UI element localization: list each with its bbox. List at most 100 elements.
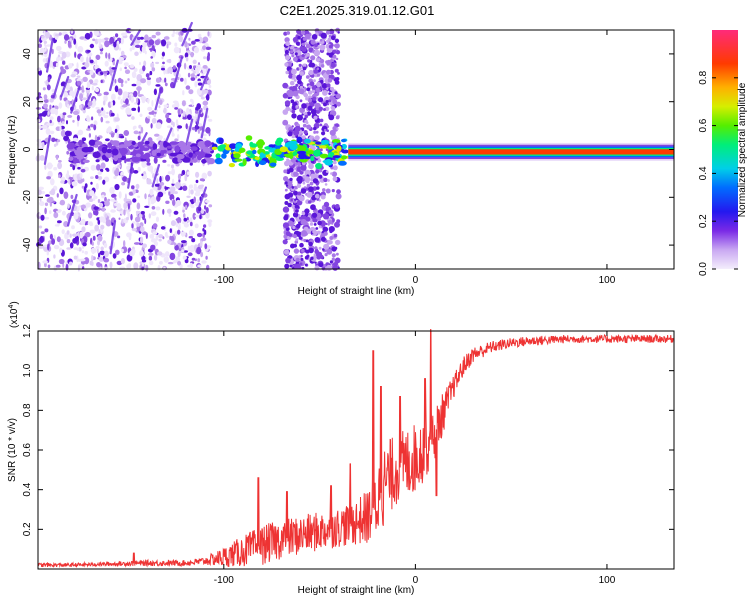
spectrogram-cell (118, 59, 123, 65)
spectrogram-cell (103, 257, 110, 263)
spectrogram-cell (218, 137, 224, 144)
spectrogram-cell (285, 184, 289, 187)
spectrogram-cell (82, 178, 85, 183)
spectrogram-cell (114, 85, 119, 93)
spectrogram-cell (80, 204, 87, 209)
spectrogram-cell (295, 238, 299, 242)
spectrogram-cell (141, 255, 146, 261)
spectrogram-cell (174, 244, 179, 251)
spectrogram-cell (130, 213, 133, 221)
spectrogram-cell (56, 45, 62, 52)
spectrogram-cell (138, 124, 142, 129)
spectrogram-cell (164, 231, 168, 238)
spectrogram-cell (325, 60, 329, 64)
spectrogram-cell (100, 162, 106, 169)
spectrogram-cell (167, 171, 173, 175)
spectrogram-cell (328, 240, 333, 245)
spectrogram-cell (49, 233, 54, 240)
spectrogram-cell (59, 247, 63, 254)
spectrogram-cell (141, 261, 144, 267)
spectrogram-cell (307, 59, 311, 63)
spectrogram-cell (172, 100, 179, 104)
spectrogram-cell (182, 90, 185, 96)
spectrogram-cell (208, 84, 212, 89)
spectrogram-cell (307, 105, 313, 111)
spectrogram-cell (87, 100, 93, 107)
spectrogram-cell (295, 209, 299, 213)
spectrogram-cell (69, 242, 74, 249)
spectrogram-cell (193, 46, 200, 54)
spectrogram-cell (70, 74, 76, 78)
spectrogram-cell (68, 156, 74, 161)
spectrogram-cell (165, 174, 171, 182)
spectrogram-cell (296, 231, 303, 238)
spectrogram-cell (314, 261, 317, 264)
spectrogram-cell (129, 47, 133, 52)
spectrogram-cell (177, 173, 182, 180)
spectrogram-cell (335, 93, 341, 99)
spectrogram-cell (314, 237, 321, 243)
spectrogram-cell (81, 226, 86, 233)
spectrogram-cell (86, 128, 91, 131)
spectrogram-cell (326, 69, 331, 75)
spectrogram-cell (137, 166, 141, 172)
spectrogram-cell (327, 219, 333, 225)
spectrogram-cell (309, 181, 314, 186)
spectrogram-cell (296, 183, 302, 188)
spectrogram-cell (158, 238, 162, 242)
spectrogram-cell (282, 239, 288, 245)
spectrogram-cell (303, 130, 308, 135)
spectrogram-cell (201, 172, 208, 180)
spectrogram-cell (113, 41, 117, 48)
spectrogram-cell (131, 116, 135, 120)
spectrogram-cell (284, 49, 289, 55)
spectrogram-cell (291, 85, 298, 92)
spectrogram-cell (283, 153, 292, 157)
spectrogram-cell (310, 256, 314, 260)
spectrogram-cell (49, 130, 55, 135)
spectrogram-cell (335, 239, 341, 246)
spectrogram-cell (147, 106, 153, 111)
spectrogram-cell (151, 201, 154, 205)
spectrogram-cell (319, 87, 323, 91)
spectrogram-cell (313, 115, 318, 120)
spectrogram-cell (166, 43, 169, 49)
spectrogram-cell (144, 34, 149, 42)
spectrogram-y-tick-label: 40 (22, 48, 33, 60)
spectrogram-cell (134, 51, 139, 57)
spectrogram-cell (100, 116, 104, 123)
spectrogram-cell (46, 123, 52, 126)
spectrogram-cell (163, 104, 169, 108)
spectrogram-cell (312, 96, 317, 101)
spectrogram-cell (119, 147, 128, 155)
spectrogram-cell (320, 32, 327, 39)
spectrogram-cell (121, 104, 128, 108)
spectrogram-cell (192, 59, 197, 65)
spectrogram-cell (202, 89, 209, 94)
spectrogram-cell (320, 194, 326, 200)
spectrogram-cell (84, 231, 91, 238)
spectrogram-y-label: Frequency (Hz) (7, 116, 18, 185)
spectrogram-cell (123, 240, 126, 248)
spectrogram-cell (53, 254, 56, 259)
spectrogram-cell (291, 125, 294, 128)
spectrogram-cell (91, 241, 94, 246)
spectrogram-cell (146, 77, 151, 80)
spectrogram-cell (182, 220, 187, 225)
spectrogram-cell (145, 264, 149, 272)
spectrogram-cell (149, 188, 154, 196)
spectrogram-cell (313, 107, 317, 110)
spectrogram-cell (188, 152, 193, 158)
spectrogram-cell (317, 155, 321, 159)
spectrogram-cell (94, 38, 99, 45)
spectrogram-cell (291, 134, 296, 139)
spectrogram-y-tick-label: -40 (22, 237, 33, 252)
spectrogram-cell (59, 199, 66, 206)
spectrogram-cell (45, 31, 50, 39)
spectrogram-cell (182, 116, 187, 120)
spectrogram-cell (301, 113, 304, 116)
spectrogram-cell (88, 198, 94, 202)
spectrogram-cell (105, 153, 113, 158)
spectrogram-cell (319, 123, 323, 127)
spectrogram-cell (38, 225, 43, 229)
